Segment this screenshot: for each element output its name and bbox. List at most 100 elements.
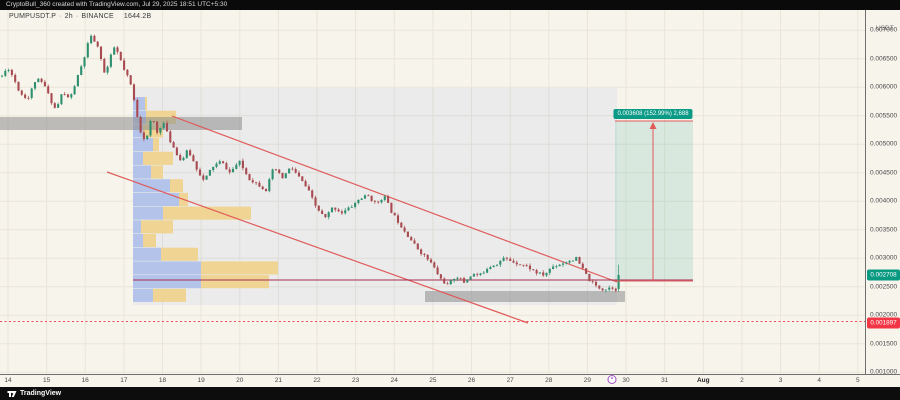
candle-body: [436, 267, 439, 275]
candle-body: [169, 131, 172, 143]
candle-body: [558, 264, 561, 267]
candle-body: [7, 69, 10, 71]
window-title-bar: CryptoBull_360 created with TradingView.…: [0, 0, 900, 10]
exchange-label[interactable]: BINANCE: [81, 13, 114, 20]
candle-body: [561, 263, 565, 265]
candle-body: [172, 142, 175, 148]
candle-body: [4, 70, 7, 76]
candle-body: [202, 175, 205, 180]
candle-body: [238, 160, 241, 165]
descending-trendline: [106, 171, 529, 324]
candle-body: [413, 240, 416, 244]
candle-body: [393, 212, 396, 216]
time-axis-label: 25: [429, 377, 437, 384]
candle-body: [502, 257, 505, 261]
candle-body: [258, 182, 261, 187]
symbol-name[interactable]: PUMPUSDT.P: [9, 13, 57, 20]
candle-body: [40, 78, 43, 82]
candle-body: [165, 123, 169, 132]
candle-body: [466, 279, 469, 283]
candle-body: [472, 274, 475, 277]
alert-price-badge: 0.001897: [867, 317, 900, 329]
volume-profile-row-orange: [143, 234, 156, 248]
candle-body: [462, 278, 466, 283]
candle-body: [538, 272, 541, 274]
candle-body: [248, 174, 251, 181]
candle-body: [291, 168, 294, 170]
measure-arrow-head: [649, 122, 657, 129]
candle-body: [195, 161, 198, 170]
candle-body: [297, 172, 301, 177]
interval-label[interactable]: 2h: [64, 13, 73, 20]
candle-body: [30, 88, 33, 98]
candle-body: [241, 160, 244, 169]
candle-body: [37, 78, 40, 83]
volume-profile-row-blue: [133, 234, 143, 248]
volume-profile-row-blue: [133, 288, 153, 302]
candle-body: [489, 267, 492, 269]
candle-body: [27, 97, 30, 99]
candle-body: [192, 155, 195, 162]
candle-body: [83, 57, 86, 67]
volume-profile-row-blue: [133, 275, 201, 289]
volume-value: 1644.2B: [123, 13, 152, 20]
candle-body: [321, 210, 324, 214]
candle-body: [251, 180, 254, 183]
volume-profile-row-blue: [133, 151, 143, 165]
event-marker-icon[interactable]: •: [607, 375, 617, 384]
candle-body: [594, 281, 598, 286]
price-axis-label: 0.007000: [870, 26, 898, 34]
price-range-measure-label[interactable]: 0.003608 (152.99%) 2,688: [613, 109, 693, 119]
price-axis-label: 0.004500: [870, 169, 898, 177]
candle-body: [525, 265, 528, 267]
volume-profile-row-blue: [133, 124, 143, 138]
candle-body: [66, 94, 70, 98]
candle-body: [182, 157, 185, 161]
price-axis-label: 0.005500: [870, 112, 898, 120]
candle-body: [528, 265, 532, 270]
candle-body: [515, 262, 518, 265]
candle-body: [281, 172, 284, 179]
volume-profile-row-orange: [151, 165, 163, 179]
candle-body: [555, 266, 558, 267]
time-axis[interactable]: 14 15 16 17 18 19 20 21 22 23 24 25 26 27 28 29 30 31 Aug 2…: [0, 374, 900, 387]
descending-trendline: [171, 115, 618, 283]
candle-body: [330, 207, 334, 213]
candle-body: [324, 213, 327, 218]
candle-body: [443, 278, 446, 284]
candle-body: [611, 287, 614, 289]
candle-body: [17, 81, 20, 91]
candle-body: [222, 161, 225, 164]
time-axis-label: 16: [81, 377, 89, 384]
price-axis-label: 0.006500: [870, 55, 898, 63]
candle-body: [33, 82, 37, 89]
candle-body: [205, 175, 208, 180]
candle-body: [175, 147, 178, 156]
candle-body: [360, 198, 363, 200]
time-axis-label: 18: [158, 377, 167, 384]
candle-body: [317, 205, 320, 211]
candle-body: [119, 51, 122, 61]
volume-profile-row-blue: [133, 192, 179, 206]
candle-body: [449, 280, 452, 285]
candle-body: [499, 260, 502, 265]
time-axis-label: 27: [506, 377, 514, 384]
current-price-badge: 0.002708: [867, 269, 900, 281]
candle-body: [396, 215, 400, 223]
candle-body: [57, 104, 60, 108]
price-axis-label: 0.001000: [870, 368, 898, 376]
price-axis[interactable]: USDT 0.007000 0.006500 0.006000 0.005500 0.0…: [865, 10, 900, 376]
candle-body: [43, 81, 46, 87]
candle-body: [581, 263, 584, 269]
candle-body: [505, 257, 508, 259]
price-axis-label: 0.002500: [870, 283, 898, 291]
candle-body: [456, 277, 459, 279]
candle-body: [370, 195, 373, 201]
volume-profile-row-blue: [133, 206, 163, 220]
candle-body: [278, 169, 281, 173]
symbol-info[interactable]: PUMPUSDT.P · 2h · BINANCE 1644.2B: [9, 13, 152, 20]
candle-body: [288, 168, 291, 174]
candle-body: [354, 202, 357, 207]
time-axis-label: 4: [817, 377, 821, 384]
